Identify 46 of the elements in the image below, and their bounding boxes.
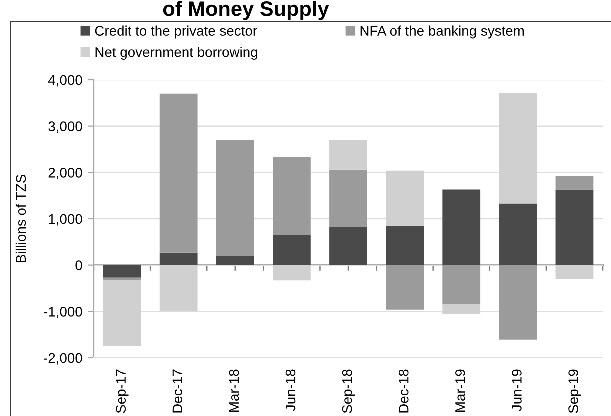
y-tick-label: 4,000 [48,75,82,87]
bar [499,204,538,266]
x-tick-label: Mar-18 [229,370,240,412]
x-tick-label: Jun-18 [286,370,296,412]
bar [273,235,311,266]
bar [499,93,538,204]
bar [273,157,311,236]
legend-label: NFA of the banking system [360,26,524,39]
y-axis-title: Billions of TZS [16,174,26,263]
bar [216,256,254,266]
bar [160,252,198,266]
bar [103,280,142,346]
bar [386,265,424,310]
bar [442,265,481,304]
bar [499,265,538,340]
x-tick-label: Dec-17 [172,370,183,413]
legend-label: Net government borrowing [96,47,258,60]
y-tick-label: -1,000 [44,307,82,318]
y-tick-label: -2,000 [44,353,82,365]
bar [556,265,594,280]
bar [273,265,311,281]
bar [442,190,481,266]
x-tick-label: Sep-17 [116,370,129,414]
bar [330,227,368,266]
bar [330,140,368,170]
y-tick-label: 3,000 [48,122,82,134]
legend-label: Credit to the private sector [95,26,258,39]
bar [103,265,142,278]
bar [386,170,424,226]
x-tick-label: Mar-19 [456,370,466,412]
y-tick-label: 0 [76,260,82,271]
bar [160,265,198,312]
bar [216,140,254,257]
bar [160,94,198,253]
x-tick-label: Dec-18 [398,370,409,413]
bar [556,190,594,266]
x-tick-label: Jun-19 [512,370,522,412]
y-tick-label: 1,000 [49,214,82,226]
x-tick-label: Sep-19 [568,370,582,414]
y-tick-label: 2,000 [48,168,82,180]
x-tick-label: Sep-18 [342,370,355,414]
bar [330,170,368,228]
bar [442,304,481,314]
chart-title: of Money Supply [163,1,330,20]
bar [386,226,424,266]
bar [556,176,594,190]
